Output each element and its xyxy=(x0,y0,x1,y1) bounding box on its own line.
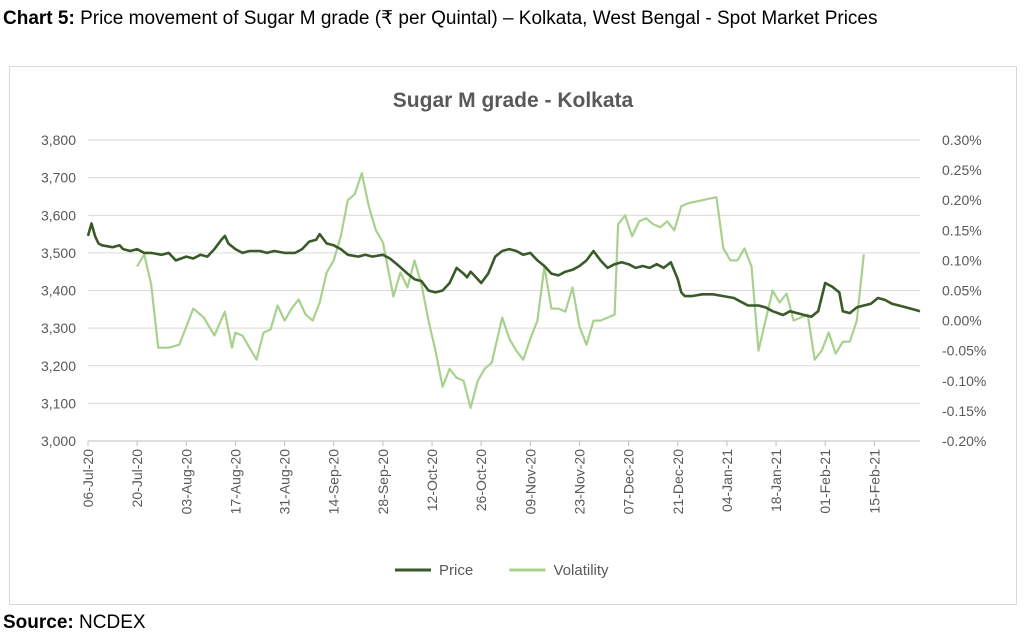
y2-tick-label: 0.10% xyxy=(942,252,982,268)
x-tick-label: 15-Feb-21 xyxy=(866,449,882,514)
caption-label: Chart 5: xyxy=(3,8,75,29)
y2-tick-label: -0.20% xyxy=(942,433,986,449)
x-tick-label: 03-Aug-20 xyxy=(178,449,194,515)
y2-tick-label: 0.15% xyxy=(942,222,982,238)
y-tick-label: 3,000 xyxy=(41,433,76,449)
x-tick-label: 28-Sep-20 xyxy=(375,449,391,515)
chart-container: Sugar M grade - Kolkata 3,000 3,100 3,200 3… xyxy=(9,66,1017,605)
x-tick-label: 07-Dec-20 xyxy=(621,449,637,515)
y-tick-label: 3,700 xyxy=(41,170,76,186)
caption-text: Price movement of Sugar M grade (₹ per Q… xyxy=(74,8,878,29)
x-tick-label: 14-Sep-20 xyxy=(326,449,342,515)
y2-tick-label: 0.20% xyxy=(942,192,982,208)
y-tick-label: 3,600 xyxy=(41,207,76,223)
x-tick-label: 06-Jul-20 xyxy=(80,449,96,508)
x-tick-label: 21-Dec-20 xyxy=(670,449,686,515)
legend: Price Volatility xyxy=(395,562,609,579)
y-tick-label: 3,800 xyxy=(41,132,76,148)
x-tick-label: 18-Jan-21 xyxy=(768,449,784,512)
y-tick-label: 3,200 xyxy=(41,358,76,374)
legend-label: Price xyxy=(439,562,473,579)
x-tick-label: 20-Jul-20 xyxy=(129,449,145,508)
y-tick-label: 3,400 xyxy=(41,283,76,299)
y2-tick-label: -0.10% xyxy=(942,373,986,389)
line-chart: Sugar M grade - Kolkata 3,0003,1003,2003… xyxy=(41,89,986,579)
series-lines xyxy=(86,172,921,409)
x-tick-label: 01-Feb-21 xyxy=(817,449,833,514)
y2-tick-label: 0.05% xyxy=(942,283,982,299)
x-tick-label: 12-Oct-20 xyxy=(424,449,440,511)
x-tick-label: 31-Aug-20 xyxy=(277,449,293,515)
y-axis-left: 3,000 3,100 3,200 3,300 3,400 3,500 3,600 3,700… xyxy=(41,132,76,449)
x-tick-label: 17-Aug-20 xyxy=(227,449,243,515)
gridlines xyxy=(88,139,920,442)
y2-tick-label: -0.05% xyxy=(942,343,986,359)
chart-title: Sugar M grade - Kolkata xyxy=(393,89,634,112)
y-tick-label: 3,100 xyxy=(41,395,76,411)
x-tick-label: 09-Nov-20 xyxy=(522,449,538,515)
series-line-price xyxy=(86,222,921,319)
chart-caption: Chart 5: Price movement of Sugar M grade… xyxy=(3,4,1013,34)
source-text: NCDEX xyxy=(73,612,146,633)
x-tick-label: 26-Oct-20 xyxy=(473,449,489,511)
legend-label: Volatility xyxy=(554,562,610,579)
y-tick-label: 3,500 xyxy=(41,245,76,261)
series-line-volatility xyxy=(136,172,865,409)
source-note: Source: NCDEX xyxy=(3,610,146,636)
y2-tick-label: 0.30% xyxy=(942,132,982,148)
y-tick-label: 3,300 xyxy=(41,320,76,336)
y2-tick-label: 0.00% xyxy=(942,313,982,329)
y2-tick-label: -0.15% xyxy=(942,403,986,419)
y2-tick-label: 0.25% xyxy=(942,162,982,178)
x-tick-label: 04-Jan-21 xyxy=(719,449,735,512)
y-axis-right: -0.20% -0.15% -0.10% -0.05% 0.00% 0.05% 0.10% 0… xyxy=(942,132,986,449)
source-label: Source: xyxy=(3,612,74,633)
x-axis: 06-Jul-20 20-Jul-20 03-Aug-20 17-Aug-20 31-A… xyxy=(80,440,920,515)
x-tick-label: 23-Nov-20 xyxy=(571,449,587,515)
